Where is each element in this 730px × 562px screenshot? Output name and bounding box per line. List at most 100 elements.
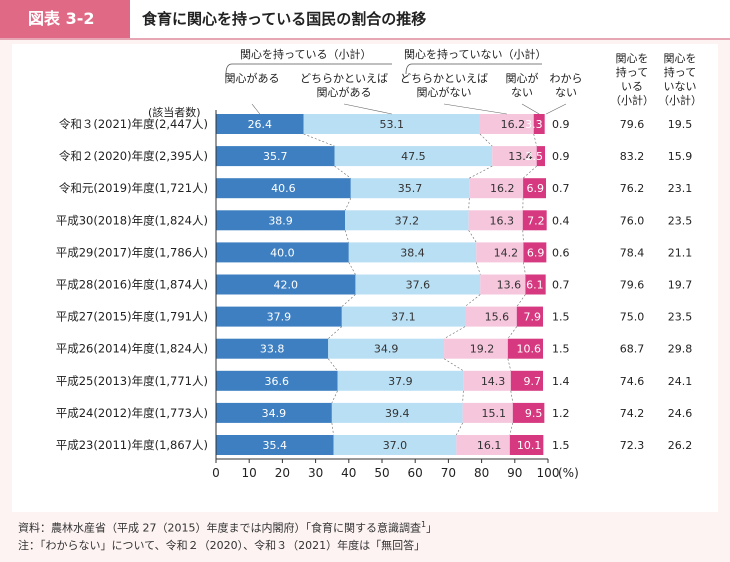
value-label-0: 36.6 bbox=[265, 375, 290, 388]
value-label-3: 9.7 bbox=[524, 375, 542, 388]
x-tick-label: 20 bbox=[275, 466, 290, 480]
source-superscript: 1 bbox=[421, 520, 427, 529]
value-label-2: 16.1 bbox=[477, 439, 502, 452]
bar-segment-0 bbox=[216, 370, 338, 391]
bar-segment-3 bbox=[536, 146, 546, 167]
value-label-2: 15.6 bbox=[485, 311, 510, 324]
value-label-4: 0.7 bbox=[552, 279, 570, 292]
subtotal-header-0-line0: 関心を bbox=[616, 52, 649, 65]
value-label-4: 1.5 bbox=[552, 311, 570, 324]
subtotal-value-0: 75.0 bbox=[620, 311, 645, 324]
value-label-2: 14.3 bbox=[481, 375, 506, 388]
x-tick-label: 10 bbox=[242, 466, 257, 480]
subtotal-value-1: 23.5 bbox=[668, 214, 693, 227]
connector-line bbox=[443, 326, 466, 339]
source-text: 資料：農林水産省（平成 27（2015）年度までは内閣府）「食育に関する意識調査 bbox=[18, 521, 421, 535]
connector-line bbox=[507, 326, 518, 339]
bar-segment-1 bbox=[337, 370, 464, 391]
bar-segment-0 bbox=[216, 402, 332, 423]
bar-segment-2 bbox=[456, 435, 510, 455]
category-label: 平成25(2013)年度(1,771人) bbox=[56, 374, 208, 388]
bar-segment-3 bbox=[523, 178, 547, 199]
value-label-2: 13.4 bbox=[508, 150, 533, 163]
value-label-4: 1.2 bbox=[552, 407, 570, 420]
bar-segment-2 bbox=[465, 306, 517, 327]
subtotal-value-1: 26.2 bbox=[668, 439, 693, 452]
bar-segment-1 bbox=[334, 146, 493, 167]
value-label-2: 14.2 bbox=[494, 246, 519, 259]
figure-badge: 図表 3-2 bbox=[0, 0, 130, 38]
subtotal-value-0: 79.6 bbox=[620, 279, 645, 292]
connector-line bbox=[522, 230, 524, 243]
category-label: 平成29(2017)年度(1,786人) bbox=[56, 245, 208, 259]
connector-line bbox=[507, 358, 512, 371]
footnote: 注：「わからない」について、令和２（2020）、令和３（2021）年度は「無回答… bbox=[18, 538, 426, 552]
connector-line bbox=[462, 390, 464, 403]
bar-segment-0 bbox=[216, 435, 334, 455]
bar-segment-1 bbox=[348, 242, 477, 263]
figure-header: 図表 3-2 食育に関心を持っている国民の割合の推移 bbox=[0, 0, 730, 40]
value-label-0: 26.4 bbox=[248, 118, 273, 131]
subtotal-value-1: 19.7 bbox=[668, 279, 693, 292]
category-label: 平成28(2016)年度(1,874人) bbox=[56, 278, 208, 292]
connector-line bbox=[468, 198, 470, 211]
value-label-1: 37.0 bbox=[383, 439, 408, 452]
connector-line bbox=[533, 133, 538, 147]
value-label-4: 1.4 bbox=[552, 375, 570, 388]
stacked-bar-chart: 関心を持っている（小計） 関心を持っていない（小計）関心がある どちらかといえば関心… bbox=[56, 47, 702, 480]
category-label: 令和３(2021)年度(2,447人) bbox=[59, 117, 208, 131]
value-label-1: 34.9 bbox=[374, 343, 399, 356]
subtotal-value-1: 23.1 bbox=[668, 182, 693, 195]
value-label-0: 40.6 bbox=[271, 182, 296, 195]
chart-panel: 関心を持っている（小計） 関心を持っていない（小計） 関心がある どちらかといえば 関心… bbox=[12, 44, 718, 512]
row-header: (該当者数) bbox=[148, 105, 201, 119]
connector-line bbox=[303, 133, 335, 147]
connector-line bbox=[348, 262, 356, 275]
category-label: 平成23(2011)年度(1,867人) bbox=[56, 438, 208, 452]
value-label-1: 37.9 bbox=[388, 375, 413, 388]
subtotal-header-1-line1: 持って bbox=[664, 65, 696, 79]
x-tick-label: 80 bbox=[474, 466, 489, 480]
value-label-2: 15.1 bbox=[481, 407, 506, 420]
connector-line bbox=[327, 358, 338, 371]
bar-segment-0 bbox=[216, 242, 349, 263]
connector-line bbox=[516, 294, 526, 307]
bar-segment-0 bbox=[216, 178, 351, 199]
legend-leader-line bbox=[251, 103, 261, 115]
value-label-0: 35.4 bbox=[263, 439, 288, 452]
subtotal-value-0: 78.4 bbox=[620, 246, 645, 259]
bar-segment-1 bbox=[350, 178, 470, 199]
connector-line bbox=[510, 390, 514, 403]
bar-segment-2 bbox=[463, 370, 511, 391]
bar-segment-3 bbox=[516, 306, 544, 327]
subtotal-value-1: 15.9 bbox=[668, 150, 693, 163]
connector-line bbox=[509, 422, 514, 436]
bar-segment-3 bbox=[510, 370, 544, 391]
value-label-4: 0.4 bbox=[552, 214, 570, 227]
bar-segment-1 bbox=[331, 402, 463, 423]
value-label-0: 42.0 bbox=[273, 279, 298, 292]
value-label-1: 53.1 bbox=[380, 118, 405, 131]
subtotal-header-0-line3: （小計） bbox=[610, 93, 654, 107]
group-header-interested: 関心を持っている（小計） bbox=[240, 47, 371, 61]
bar-segment-2 bbox=[479, 114, 534, 134]
category-label: 平成30(2018)年度(1,824人) bbox=[56, 213, 208, 227]
bar-segment-0 bbox=[216, 146, 335, 167]
value-label-3: 2.5 bbox=[526, 150, 544, 163]
x-axis-unit: (%) bbox=[558, 466, 579, 480]
x-tick-label: 50 bbox=[374, 466, 389, 480]
legend-label-4-line0: わから bbox=[550, 72, 583, 85]
subtotal-value-0: 72.3 bbox=[620, 439, 645, 452]
connector-line bbox=[344, 230, 350, 243]
legend-label-2-line0: どちらかといえば bbox=[400, 72, 488, 85]
connector-line bbox=[341, 294, 356, 307]
connector-line bbox=[334, 165, 351, 179]
connector-line bbox=[331, 422, 334, 436]
legend-label-1-line0: どちらかといえば bbox=[300, 72, 388, 85]
connector-line bbox=[464, 294, 481, 307]
value-label-3: 6.9 bbox=[527, 246, 545, 259]
subtotal-value-1: 24.1 bbox=[668, 375, 693, 388]
bar-segment-3 bbox=[507, 338, 544, 359]
figure-notes: 資料：農林水産省（平成 27（2015）年度までは内閣府）「食育に関する意識調査… bbox=[18, 516, 437, 554]
connector-line bbox=[479, 133, 493, 147]
